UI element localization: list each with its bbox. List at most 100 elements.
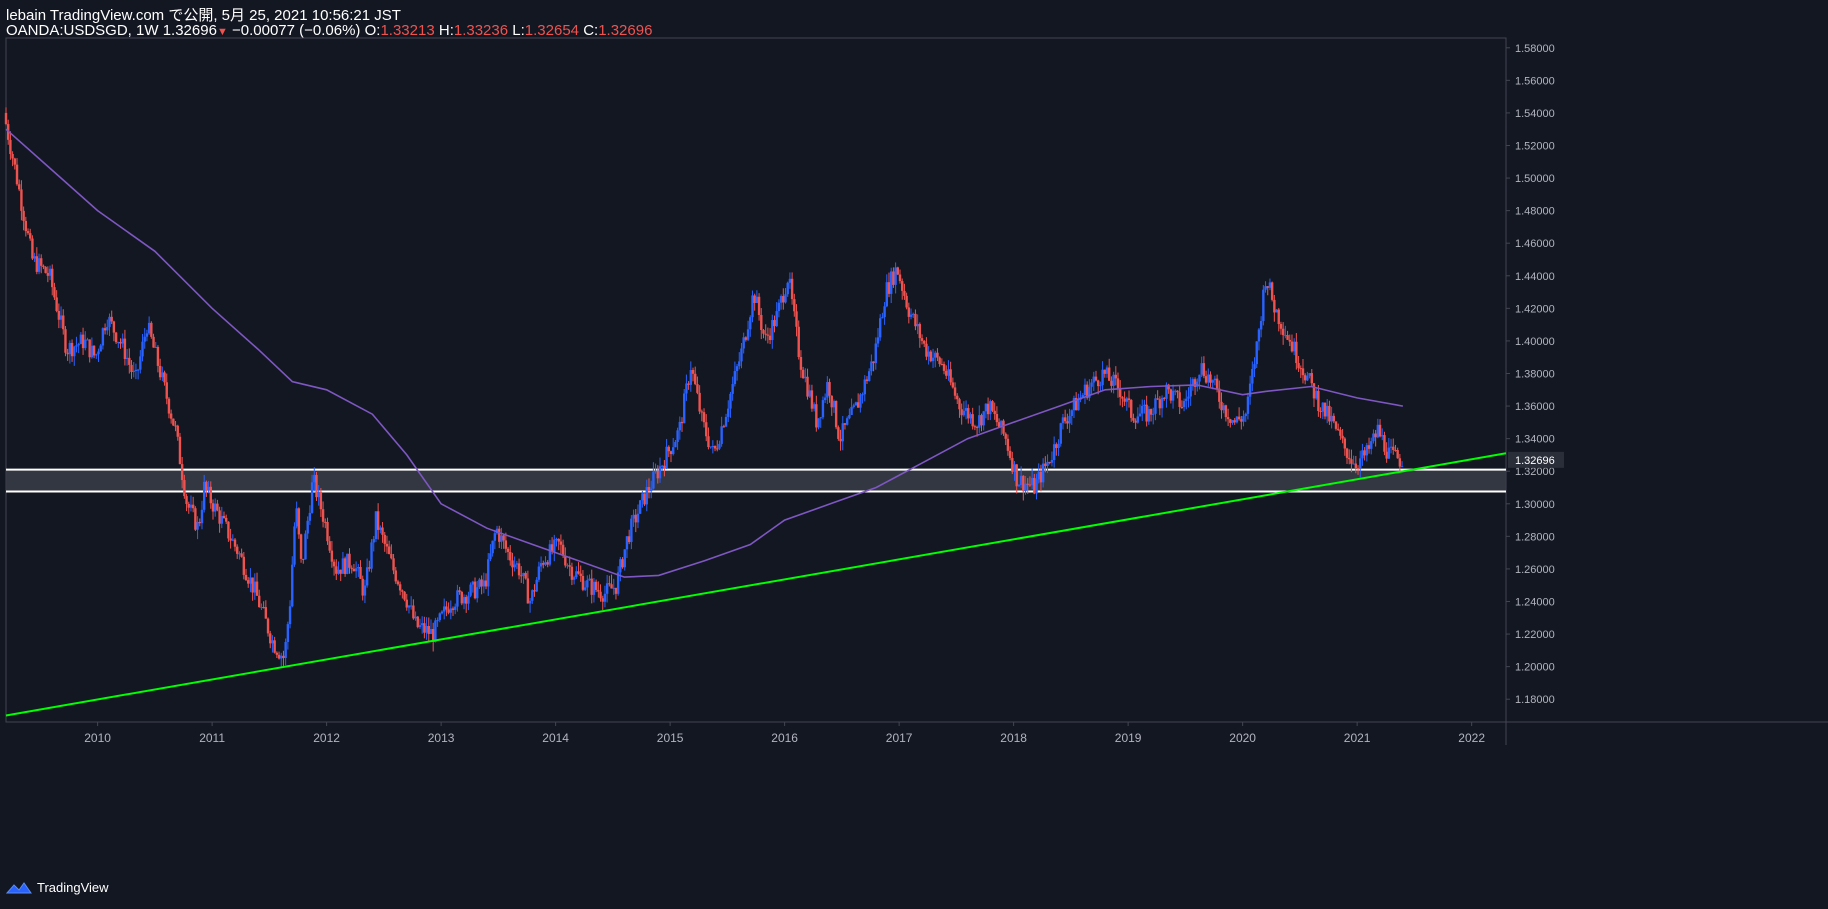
moving-average-line[interactable] [5, 128, 1404, 578]
candle-body [735, 366, 739, 372]
candle-body [559, 541, 563, 545]
candle-body [467, 595, 470, 604]
candle-body [1398, 458, 1402, 467]
candle-body [277, 654, 281, 659]
candle-body [97, 351, 100, 355]
candle-body [418, 625, 422, 628]
candle-body [310, 482, 314, 513]
candle-body [685, 383, 688, 394]
y-tick-label: 1.50000 [1515, 173, 1555, 185]
candle-body [1321, 402, 1324, 412]
tradingview-footer[interactable]: TradingView [6, 880, 109, 895]
candle-body [1383, 435, 1386, 452]
trendline[interactable] [5, 452, 1507, 717]
candle-body [445, 606, 448, 610]
candle-body [1277, 309, 1280, 325]
y-tick-label: 1.30000 [1515, 499, 1555, 511]
candle-body [951, 382, 955, 388]
candle-body [59, 315, 63, 320]
candle-body [1325, 405, 1329, 417]
candle-body [760, 315, 763, 331]
candle-body [1092, 376, 1095, 383]
candle-body [834, 400, 838, 428]
candle-body [392, 558, 395, 571]
candle-body [630, 518, 633, 543]
candle-body [48, 268, 52, 276]
candle-body [1207, 374, 1210, 383]
candle-body [35, 256, 39, 272]
candle-body [982, 411, 985, 426]
candle-body [764, 333, 767, 335]
candle-body [907, 307, 911, 317]
candle-body [172, 418, 175, 426]
candle-body [260, 607, 263, 609]
candle-body [412, 605, 415, 619]
candle-body [799, 357, 803, 370]
candle-body [914, 313, 917, 327]
candle-body [280, 655, 283, 659]
candle-body [1180, 406, 1184, 408]
candle-body [672, 447, 675, 455]
y-tick-label: 1.52000 [1515, 140, 1555, 152]
y-tick-label: 1.24000 [1515, 596, 1555, 608]
candle-body [702, 412, 706, 423]
candle-body [711, 445, 715, 447]
candle-body [956, 395, 959, 400]
candle-body [887, 282, 891, 294]
candle-body [1145, 404, 1148, 422]
candle-body [775, 311, 778, 327]
candle-body [634, 514, 637, 523]
candle-body [568, 565, 571, 567]
candle-body [1176, 390, 1179, 393]
candle-body [478, 579, 481, 588]
candle-body [694, 373, 697, 385]
candle-body [815, 404, 818, 428]
y-tick-label: 1.28000 [1515, 531, 1555, 543]
candle-body [1292, 341, 1296, 352]
candle-body [308, 512, 312, 521]
candle-body [476, 587, 479, 599]
candle-body [733, 371, 737, 385]
candle-body [575, 571, 578, 578]
candle-body [1224, 405, 1228, 418]
candle-body [434, 620, 437, 642]
candle-body [839, 438, 842, 442]
candle-body [354, 568, 358, 572]
y-tick-label: 1.38000 [1515, 368, 1555, 380]
symbol-label[interactable]: OANDA:USDSGD, 1W [6, 22, 159, 39]
candle-body [1132, 417, 1135, 421]
candle-body [1394, 449, 1397, 451]
candle-body [108, 316, 111, 327]
candle-body [258, 595, 261, 608]
candle-body [826, 382, 829, 398]
y-tick-label: 1.56000 [1515, 75, 1555, 87]
candle-body [1011, 458, 1014, 472]
candle-body [526, 578, 530, 604]
candle-body [53, 287, 56, 298]
candle-body [876, 337, 880, 344]
candle-body [264, 607, 268, 619]
candle-body [1319, 410, 1322, 412]
candle-body [207, 486, 210, 490]
candle-body [189, 504, 193, 508]
candle-body [1361, 450, 1364, 459]
candle-body [619, 559, 622, 573]
candle-body [447, 609, 450, 613]
candle-body [524, 573, 527, 579]
candle-body [425, 626, 428, 633]
candle-body [1055, 444, 1058, 449]
candle-body [1035, 479, 1038, 494]
candle-body [1008, 450, 1012, 459]
candle-body [828, 382, 831, 396]
candle-body [1070, 410, 1073, 417]
candle-body [660, 465, 664, 467]
candle-body [1354, 463, 1358, 468]
x-tick-label: 2020 [1229, 731, 1256, 745]
candle-body [1385, 451, 1388, 459]
candle-body [33, 256, 36, 259]
candle-body [740, 348, 743, 362]
candle-body [183, 480, 186, 497]
candle-body [321, 509, 325, 522]
candle-body [117, 342, 120, 344]
